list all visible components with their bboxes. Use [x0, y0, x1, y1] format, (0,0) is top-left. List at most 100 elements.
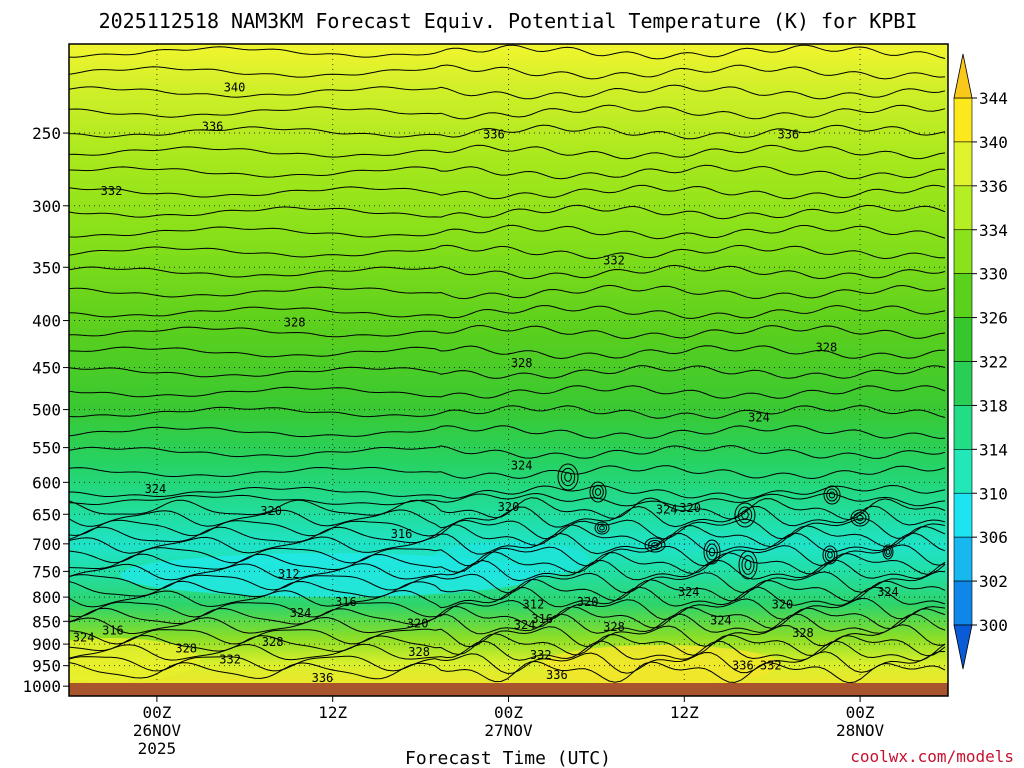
y-tick-label: 750 — [32, 562, 61, 581]
y-tick-label: 650 — [32, 505, 61, 524]
warm-pocket — [69, 638, 200, 682]
contour-line — [69, 204, 946, 220]
contour-line — [69, 613, 946, 635]
colorbar-swatch — [953, 141, 973, 187]
contour-cell — [741, 555, 755, 575]
contour-label: 324 — [710, 613, 732, 627]
contour-label: 332 — [530, 648, 552, 662]
contour-label: 324 — [748, 410, 770, 424]
colorbar-tick-label: 302 — [979, 572, 1008, 591]
colorbar-swatch — [953, 273, 973, 318]
contour-label: 328 — [408, 645, 430, 659]
y-tick-label: 700 — [32, 535, 61, 554]
contour-cell — [823, 485, 841, 505]
contour-cell — [738, 550, 758, 580]
contour-line — [69, 64, 946, 80]
contour-labels: 340 336 336 336 332 332 328 328 328 324 324 324 320 3… — [73, 80, 899, 685]
contour-line — [69, 633, 946, 657]
ground-strip — [69, 683, 948, 696]
contour-label: 316 — [531, 612, 553, 626]
contour-line — [69, 484, 946, 500]
colorbar-swatch — [953, 405, 973, 450]
contour-label: 332 — [760, 659, 782, 673]
contour-label: 324 — [877, 585, 899, 599]
contour-cell — [824, 548, 836, 562]
contour-cell — [589, 481, 607, 503]
contour-cell — [828, 491, 836, 499]
contour-line — [69, 164, 945, 180]
contour-cell — [708, 547, 716, 557]
colorbar-tick-label: 340 — [979, 133, 1008, 152]
contour-label: 316 — [391, 527, 413, 541]
contour-line — [69, 586, 946, 609]
credit-link[interactable]: coolwx.com/models — [850, 747, 1014, 766]
contour-line — [69, 44, 946, 60]
contour-cell — [703, 539, 721, 565]
contour-line — [69, 124, 946, 140]
contour-label: 324 — [145, 482, 167, 496]
contour-cell — [594, 488, 602, 496]
contour-label: 320 — [772, 598, 794, 612]
colorbar-swatch — [953, 492, 973, 538]
contour-cell — [822, 545, 838, 565]
contour-label: 324 — [511, 458, 533, 472]
chart-title: 2025112518 NAM3KM Forecast Equiv. Potent… — [99, 9, 918, 33]
y-tick-label: 1000 — [22, 677, 61, 696]
contour-line — [69, 184, 946, 200]
colorbar-swatch — [953, 536, 973, 582]
gridlines — [69, 44, 948, 696]
y-tick-label: 600 — [32, 473, 61, 492]
colorbar-tick-label: 314 — [979, 440, 1008, 459]
contour-line — [69, 264, 946, 280]
contour-label: 328 — [792, 626, 814, 640]
x-axis-label: Forecast Time (UTC) — [405, 748, 611, 768]
contour-cell — [560, 467, 576, 487]
x-tick-label: 12Z — [670, 703, 699, 722]
contour-cell — [596, 523, 608, 533]
contour-cell — [737, 506, 753, 524]
contour-label: 312 — [523, 598, 545, 612]
contour-cell — [741, 510, 749, 520]
contour-label: 320 — [260, 504, 282, 518]
plot-area — [69, 44, 948, 696]
contour-line — [69, 492, 946, 508]
contour-label: 336 — [202, 120, 224, 134]
contour-cell — [557, 463, 579, 491]
colorbar-tick-label: 344 — [979, 89, 1008, 108]
x-tick-label: 26NOV — [133, 721, 182, 740]
contour-label: 332 — [603, 253, 625, 267]
y-tick-label: 250 — [32, 124, 61, 143]
colorbar-swatch — [953, 580, 973, 626]
contour-label: 336 — [732, 659, 754, 673]
contour-cell — [744, 559, 752, 571]
contour-cell — [706, 543, 718, 561]
contour-label: 324 — [514, 618, 536, 632]
colorbar-tick-label: 300 — [979, 616, 1008, 635]
contour-line — [69, 325, 946, 340]
contour-label: 324 — [678, 585, 700, 599]
y-tick-label: 300 — [32, 197, 61, 216]
contour-label: 328 — [262, 635, 284, 649]
colorbar: 344 340 336 334 330 326 322 318 314 310 306 302 300 — [953, 53, 1008, 670]
contour-line — [69, 385, 946, 399]
contour-label: 336 — [483, 128, 505, 142]
contour-cell — [651, 542, 659, 548]
colorbar-tick-label: 318 — [979, 396, 1008, 415]
contour-label: 340 — [224, 80, 246, 94]
colorbar-tick-label: 336 — [979, 177, 1008, 196]
y-tick-label: 550 — [32, 439, 61, 458]
contour-line — [69, 524, 946, 548]
contour-line — [69, 345, 945, 360]
colorbar-swatch — [953, 185, 973, 231]
y-tick-label: 850 — [32, 612, 61, 631]
contour-cell — [827, 551, 833, 559]
contour-line — [69, 425, 946, 439]
colorbar-swatch — [953, 97, 973, 143]
y-tick-label: 400 — [32, 312, 61, 331]
colorbar-tick-label: 310 — [979, 484, 1008, 503]
contour-line — [69, 532, 946, 555]
contour-label: 336 — [312, 671, 334, 685]
colorbar-tick-label: 326 — [979, 309, 1008, 328]
contour-line — [69, 224, 946, 240]
contour-line — [69, 284, 946, 300]
